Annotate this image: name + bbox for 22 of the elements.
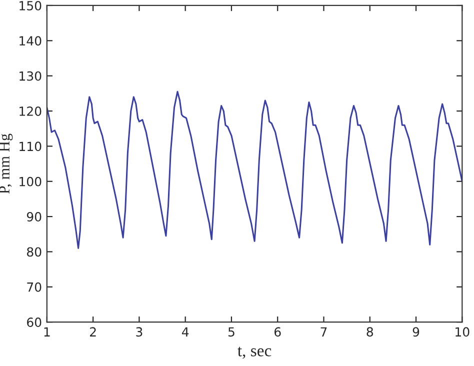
- x-tick-label: 9: [412, 327, 420, 337]
- y-tick-label: 130: [20, 71, 42, 81]
- y-tick-label: 90: [26, 212, 42, 222]
- y-tick-label: 140: [20, 36, 42, 46]
- y-tick-label: 150: [20, 0, 42, 10]
- y-tick-label: 110: [20, 142, 42, 152]
- y-tick-label: 80: [27, 247, 42, 257]
- line-series: [46, 90, 462, 249]
- x-tick-label: 5: [228, 327, 234, 337]
- x-tick-label: 4: [182, 327, 189, 336]
- x-tick-label: 3: [136, 327, 142, 337]
- x-tick-label: 2: [90, 327, 96, 336]
- y-tick-label: 60: [27, 318, 42, 328]
- x-tick-label: 10: [456, 327, 470, 337]
- y-tick-label: 100: [20, 176, 42, 186]
- x-tick-label: 6: [274, 327, 281, 337]
- y-tick-label: 120: [20, 106, 42, 116]
- x-tick-label: 8: [366, 327, 373, 337]
- x-tick-label: 7: [320, 327, 327, 336]
- y-tick-label: 70: [27, 282, 42, 292]
- x-axis-title: t, sec: [238, 346, 272, 359]
- x-tick-label: 1: [44, 327, 50, 336]
